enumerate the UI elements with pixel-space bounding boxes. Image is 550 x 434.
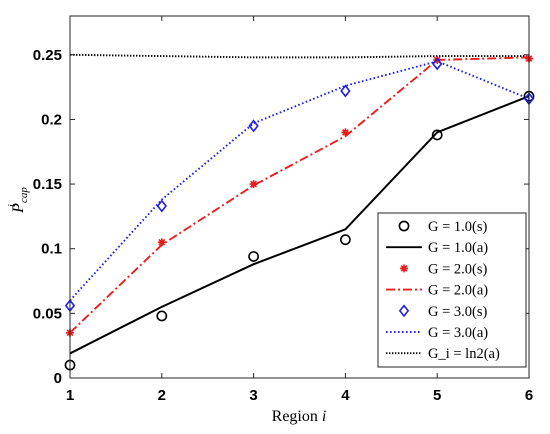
x-tick-2: 3 xyxy=(249,16,258,404)
y-tick-label-1: 0.05 xyxy=(33,305,62,322)
axes-frame xyxy=(69,15,530,379)
series-line-1 xyxy=(69,95,530,355)
x-tick-label-4: 5 xyxy=(433,387,441,404)
data-point-0-3 xyxy=(339,234,351,246)
data-point-2-3 xyxy=(341,128,350,137)
x-tick-label-1: 2 xyxy=(158,387,166,404)
data-point-0-1 xyxy=(156,310,168,322)
data-point-2-1 xyxy=(157,238,166,247)
data-point-4-2 xyxy=(248,119,259,133)
x-tick-5: 6 xyxy=(525,16,533,404)
legend-symbol-2 xyxy=(400,264,408,273)
y-tick-3: 0.15 xyxy=(33,176,529,193)
y-tick-label-0: 0 xyxy=(54,370,62,387)
y-tick-label-2: 0.1 xyxy=(41,241,62,258)
legend-item-2: G = 2.0(s) xyxy=(400,261,487,277)
data-point-2-2 xyxy=(249,180,258,189)
x-tick-0: 1 xyxy=(66,16,74,404)
data-point-0-2 xyxy=(248,251,259,262)
data-point-4-3 xyxy=(340,84,351,98)
x-tick-1: 2 xyxy=(158,16,166,404)
legend-label-0: G = 1.0(s) xyxy=(428,219,487,235)
x-tick-label-0: 1 xyxy=(66,387,74,404)
y-tick-5: 0.25 xyxy=(33,47,529,64)
legend-label-4: G = 3.0(s) xyxy=(428,304,487,320)
x-tick-4: 5 xyxy=(433,16,441,404)
x-axis-label: Region i xyxy=(272,408,327,425)
legend-item-1: G = 1.0(a) xyxy=(386,240,488,256)
legend-item-4: G = 3.0(s) xyxy=(398,304,487,320)
legend-label-2: G = 2.0(s) xyxy=(428,261,487,277)
y-tick-0: 0 xyxy=(54,370,529,387)
legend-symbol-4 xyxy=(398,304,410,318)
x-tick-label-5: 6 xyxy=(525,387,533,404)
legend: G = 1.0(s) G = 1.0(a) G = 2.0(s) G = 2.0(a)… xyxy=(377,212,527,368)
axes-layer: 1 2 3 4 5 6 0 0.05 0.1 0.15 0.2 0.25 xyxy=(33,15,533,404)
data-point-4-4 xyxy=(432,57,443,71)
y-tick-label-5: 0.25 xyxy=(33,47,62,64)
series-line-5 xyxy=(69,60,530,302)
data-point-0-4 xyxy=(431,129,443,141)
x-tick-label-2: 3 xyxy=(249,387,257,404)
legend-label-3: G = 2.0(a) xyxy=(428,283,488,299)
legend-label-6: G_i = ln2(a) xyxy=(428,346,500,362)
y-axis-label: Pcapi xyxy=(6,187,30,214)
legend-label-1: G = 1.0(a) xyxy=(428,240,488,256)
legend-symbol-0 xyxy=(398,220,410,232)
legend-item-5: G = 3.0(a) xyxy=(386,325,488,341)
legend-item-0: G = 1.0(s) xyxy=(398,219,487,235)
legend-box xyxy=(377,212,527,368)
y-tick-label-4: 0.2 xyxy=(41,111,62,128)
series-line-3 xyxy=(69,56,530,334)
y-tick-4: 0.2 xyxy=(41,111,529,128)
x-tick-label-3: 4 xyxy=(341,387,350,404)
legend-item-3: G = 2.0(a) xyxy=(386,283,488,299)
legend-item-6: G_i = ln2(a) xyxy=(386,346,500,362)
data-point-4-1 xyxy=(156,199,167,213)
legend-label-5: G = 3.0(a) xyxy=(428,325,488,341)
x-tick-3: 4 xyxy=(341,16,350,404)
y-tick-label-3: 0.15 xyxy=(33,176,62,193)
